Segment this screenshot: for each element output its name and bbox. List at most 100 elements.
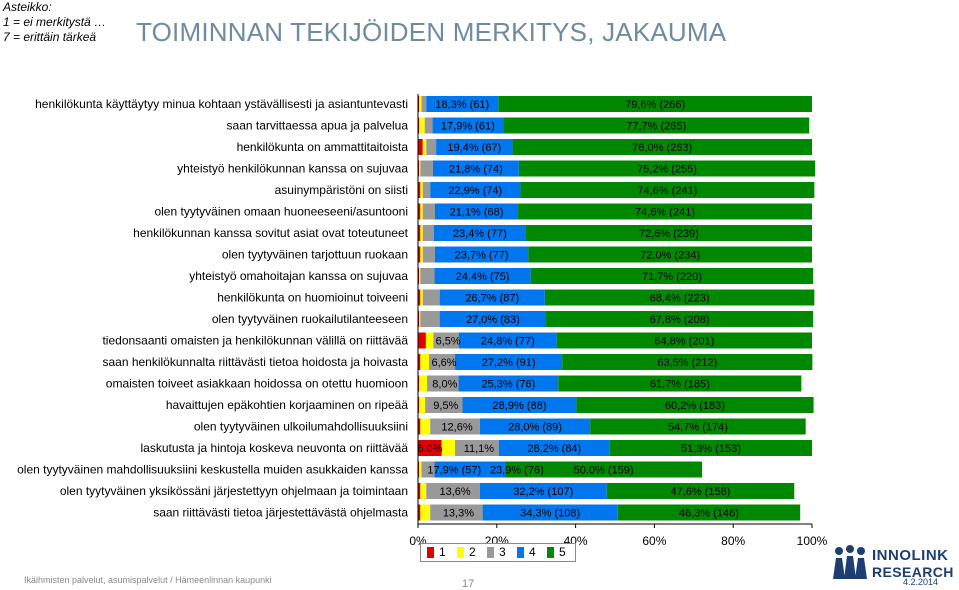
category-label: saan tarvittaessa apua ja palvelua bbox=[227, 119, 409, 133]
bar-segment-1 bbox=[418, 246, 421, 263]
bar-segment-1 bbox=[418, 418, 421, 435]
bar-segment-3 bbox=[430, 504, 483, 521]
data-label-4: 23,7% (77) bbox=[455, 250, 509, 262]
bar-segment-3 bbox=[422, 246, 435, 263]
bar-segment-1 bbox=[418, 203, 421, 220]
logo-people-icon bbox=[833, 545, 867, 579]
bar-segment-1 bbox=[418, 160, 420, 177]
bar-segment-5 bbox=[558, 375, 802, 392]
data-label-5: 51,3% (153) bbox=[681, 443, 741, 455]
bar-segment-3 bbox=[422, 182, 431, 198]
bar-segment-5 bbox=[556, 332, 812, 349]
bar-segment-5 bbox=[544, 289, 815, 306]
bar-segment-2 bbox=[419, 96, 422, 112]
bar-segment-3 bbox=[420, 268, 435, 284]
data-label-5: 46,3% (146) bbox=[679, 508, 739, 520]
category-label: henkilökunta on ammattitaitoista bbox=[237, 140, 409, 154]
footer-source: Ikäihmisten palvelut, asumispalvelut / H… bbox=[24, 575, 272, 585]
category-label: olen tyytyväinen omaan huoneeseeni/asunt… bbox=[154, 205, 408, 219]
bar-segment-5 bbox=[530, 268, 814, 284]
category-label: olen tyytyväinen tarjottuun ruokaan bbox=[222, 248, 408, 262]
data-label-4: 25,3% (76) bbox=[482, 379, 536, 391]
bar-segment-5 bbox=[528, 246, 812, 263]
bar-segment-4 bbox=[436, 139, 513, 155]
bar-segment-2 bbox=[419, 268, 421, 284]
data-label-4: 28,9% (88) bbox=[493, 400, 547, 412]
data-label-4: 21,1% (68) bbox=[450, 207, 504, 219]
bar-segment-4 bbox=[434, 268, 531, 284]
data-label-3: 9,5% bbox=[433, 400, 458, 412]
bar-segment-2 bbox=[420, 203, 423, 220]
bar-segment-1 bbox=[418, 311, 420, 327]
bar-segment-3 bbox=[425, 397, 463, 413]
bar-segment-4 bbox=[430, 182, 521, 198]
bar-segment-3 bbox=[426, 483, 480, 499]
data-label-4: 24,8% (77) bbox=[481, 336, 535, 348]
data-label-3: 6,6% bbox=[431, 357, 456, 369]
bar-segment-2 bbox=[420, 225, 423, 241]
x-tick-label: 60% bbox=[642, 534, 666, 548]
data-label-5: 67,8% (208) bbox=[650, 314, 710, 326]
bar-segment-4 bbox=[426, 96, 499, 112]
data-label-5: 72,0% (234) bbox=[640, 250, 700, 262]
bar-segment-1 bbox=[418, 139, 423, 155]
data-label-4: 28,0% (89) bbox=[508, 422, 562, 434]
bar-segment-3 bbox=[422, 289, 440, 306]
bar-segment-5 bbox=[546, 311, 814, 327]
bar-segment-1 bbox=[418, 440, 442, 456]
bar-segment-5 bbox=[525, 225, 812, 241]
legend-swatch-3 bbox=[487, 547, 494, 558]
category-label: saan riittävästi tietoa järjestettävästä… bbox=[153, 506, 408, 520]
category-label: olen tyytyväinen ruokailutilanteeseen bbox=[212, 312, 408, 326]
logo-text-innolink: INNOLINK bbox=[872, 547, 949, 564]
bar-segment-3 bbox=[429, 354, 456, 370]
scale-note: Asteikko: 1 = ei merkitystä … 7 = erittä… bbox=[3, 0, 106, 45]
bar-segment-2 bbox=[419, 375, 428, 392]
bar-segment-2 bbox=[419, 160, 421, 177]
data-label-3: 13,6% bbox=[439, 486, 470, 498]
bar-segment-5 bbox=[576, 397, 814, 413]
bar-segment-2 bbox=[419, 461, 422, 478]
bar-segment-2 bbox=[420, 182, 423, 198]
data-label-4: 17,9% (57) bbox=[427, 465, 481, 477]
bar-segment-1 bbox=[418, 117, 420, 134]
bar-segment-5 bbox=[505, 461, 703, 478]
x-tick-label: 80% bbox=[721, 534, 745, 548]
bar-segment-4 bbox=[434, 246, 529, 263]
bar-segment-5 bbox=[609, 440, 812, 456]
bar-segment-5 bbox=[520, 182, 815, 198]
company-logo: INNOLINK RESEARCH bbox=[830, 545, 956, 585]
bar-segment-2 bbox=[441, 440, 456, 456]
category-label: laskutusta ja hintoja koskeva neuvonta o… bbox=[141, 441, 409, 455]
bar-segment-4 bbox=[439, 311, 547, 327]
bar-segment-4 bbox=[439, 289, 545, 306]
bar-segment-2 bbox=[420, 289, 423, 306]
bar-segment-1 bbox=[418, 289, 421, 306]
category-label: yhteistyö omahoitajan kanssa on sujuvaa bbox=[189, 269, 408, 283]
legend-swatch-5 bbox=[547, 547, 554, 558]
category-label: havaittujen epäkohtien korjaaminen on ri… bbox=[166, 398, 408, 412]
bar-segment-3 bbox=[420, 311, 440, 327]
legend-label-2: 2 bbox=[469, 545, 476, 559]
data-label-5: 50,0% (159) bbox=[574, 465, 634, 477]
chart-title: TOIMINNAN TEKIJÖIDEN MERKITYS, JAKAUMA bbox=[136, 17, 727, 47]
bar-segment-3 bbox=[421, 96, 427, 112]
legend-swatch-1 bbox=[427, 547, 434, 558]
scale-note-heading: Asteikko: bbox=[3, 0, 52, 14]
data-label-4: 17,9% (61) bbox=[441, 121, 495, 133]
bar-segment-4 bbox=[462, 397, 577, 413]
data-label-4: 27,2% (91) bbox=[482, 357, 536, 369]
data-label-5: 77,7% (265) bbox=[626, 121, 686, 133]
data-label-5: 47,6% (158) bbox=[671, 486, 731, 498]
data-label-5: 64,8% (201) bbox=[654, 336, 714, 348]
data-label-3: 8,0% bbox=[432, 379, 457, 391]
data-label-5: 61,7% (185) bbox=[650, 379, 710, 391]
legend-label-4: 4 bbox=[529, 545, 536, 559]
bar-segment-3 bbox=[421, 461, 435, 478]
bar-segment-4 bbox=[458, 332, 557, 349]
bar-segment-2 bbox=[419, 311, 421, 327]
bar-segment-5 bbox=[503, 117, 810, 134]
bar-segment-4 bbox=[432, 117, 504, 134]
data-label-5: 71,7% (220) bbox=[642, 271, 702, 283]
bar-segment-5 bbox=[606, 483, 795, 499]
